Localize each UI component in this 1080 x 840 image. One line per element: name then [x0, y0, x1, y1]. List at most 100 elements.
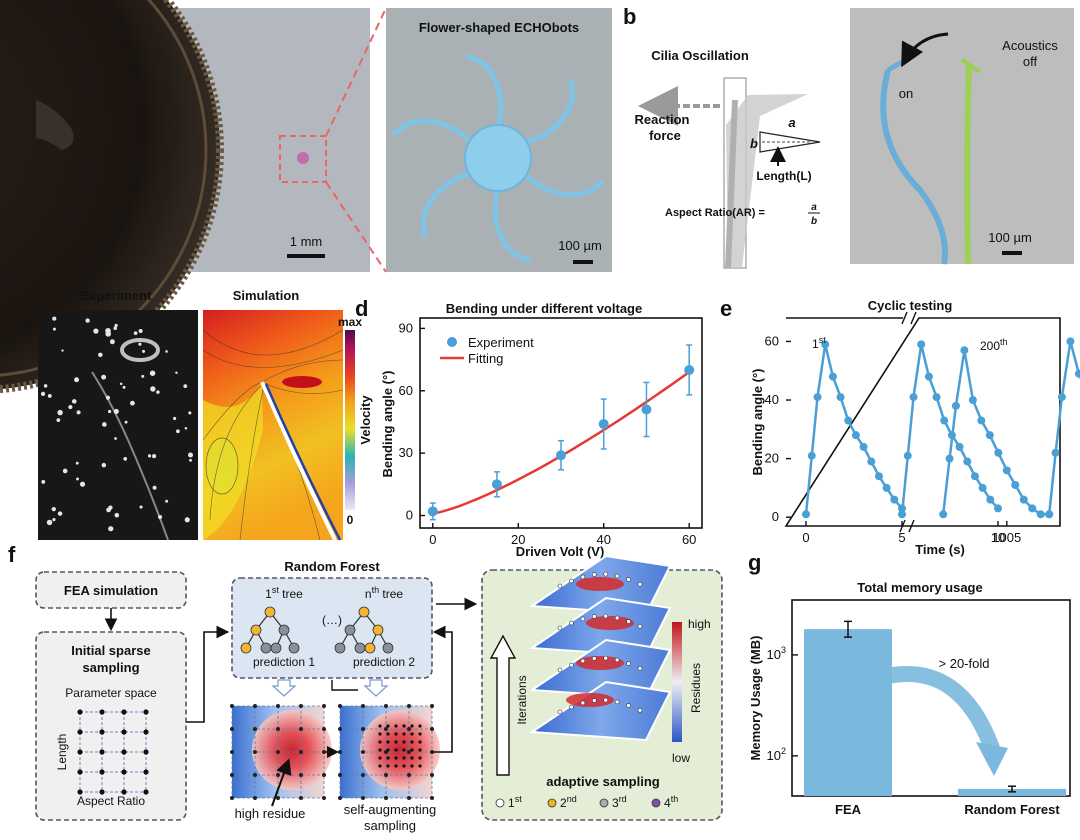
chart-d-ylabel: Bending angle (°): [380, 370, 395, 477]
particle: [184, 517, 190, 523]
sample-point: [253, 796, 257, 800]
augmented-point: [402, 732, 406, 736]
data-point: [909, 393, 918, 402]
augmented-point: [386, 732, 390, 736]
data-point: [1045, 510, 1054, 519]
residue-map-2: [338, 704, 440, 800]
sample-point: [77, 709, 83, 715]
particle: [57, 409, 63, 416]
particle: [187, 452, 194, 458]
data-point: [813, 393, 822, 402]
particle: [98, 352, 103, 358]
layer-sample: [603, 697, 609, 703]
residue-map-1: [230, 704, 332, 800]
data-point: [598, 419, 609, 430]
particle: [93, 328, 99, 334]
particle: [105, 395, 110, 400]
param-space-label: Parameter space: [65, 686, 157, 700]
sample-point: [407, 704, 411, 708]
x-tick-label: 40: [596, 532, 610, 547]
tree-node: [278, 624, 290, 636]
particle: [85, 318, 90, 323]
sample-point: [322, 727, 326, 731]
colorbar: [345, 330, 355, 510]
sample-point: [99, 709, 105, 715]
iterations-arrow: [489, 634, 517, 776]
layer-sample: [626, 661, 631, 666]
particle: [114, 512, 120, 518]
experiment-title: Experiment: [81, 288, 152, 303]
scale-label-right: 100 µm: [558, 238, 602, 253]
iterations-label: Iterations: [515, 675, 529, 724]
panel-c: Experiment Simulation max 0 Velocity: [38, 288, 373, 541]
particle: [74, 377, 80, 383]
robot-spot: [297, 152, 309, 164]
acoustics-line2: off: [1023, 54, 1038, 69]
layer-sample: [580, 700, 586, 706]
layer-sample: [637, 666, 643, 671]
panel-label-d: d: [355, 296, 368, 321]
legend-fitting-label: Fitting: [468, 351, 503, 366]
tree-node: [372, 624, 384, 636]
particle: [141, 374, 145, 378]
legend-marker: [547, 798, 557, 808]
particle: [46, 519, 53, 526]
particle: [68, 404, 73, 410]
particle: [142, 349, 146, 353]
data-point: [874, 472, 883, 481]
particle: [147, 454, 152, 458]
experiment-image: [38, 310, 198, 540]
colorbar-max: max: [338, 315, 362, 329]
particle: [138, 342, 142, 346]
rf-title: Random Forest: [284, 559, 380, 574]
panel-label-e: e: [720, 296, 732, 321]
chart-g-frame: [791, 599, 1071, 797]
legend-label: 2nd: [560, 794, 577, 810]
x-tick-label: 0: [802, 530, 809, 545]
sample-point: [361, 704, 365, 708]
particle: [51, 506, 56, 512]
cilia-on: [880, 69, 948, 265]
sample-point: [338, 750, 342, 754]
sample-point: [407, 750, 411, 754]
category-label: Random Forest: [964, 802, 1060, 817]
bar: [804, 629, 892, 796]
particle: [108, 526, 114, 532]
particle: [173, 416, 177, 421]
augmented-point: [378, 732, 382, 736]
particle: [124, 420, 128, 424]
a-label: a: [788, 115, 795, 130]
data-point: [427, 506, 438, 517]
tree-node: [270, 642, 282, 654]
data-point: [1011, 480, 1020, 489]
category-label: FEA: [835, 802, 862, 817]
chart-e-title: Cyclic testing: [868, 298, 953, 313]
x-tick-label: 60: [682, 532, 696, 547]
iteration-legend: 1st 2nd 3rd 4th: [495, 794, 678, 810]
sampling-title-1: Initial sparse: [71, 643, 150, 658]
zoom-box: [279, 135, 327, 183]
particle: [52, 316, 57, 321]
particle: [101, 374, 107, 380]
tree-node: [358, 606, 370, 618]
tree-node: [264, 606, 276, 618]
layer-sample: [603, 613, 609, 619]
particle: [61, 349, 64, 352]
chart-d-frame: [419, 317, 703, 529]
decision-trees: [240, 606, 394, 654]
augmented-point: [394, 756, 398, 760]
sample-point: [407, 727, 411, 731]
residue-high: high: [688, 617, 711, 631]
legend-marker: [495, 798, 505, 808]
particle: [101, 462, 107, 468]
data-point: [1002, 466, 1011, 475]
sample-point: [430, 773, 434, 777]
layer-sample: [591, 572, 597, 577]
y-tick-label: 40: [765, 392, 779, 407]
augmented-point: [410, 724, 414, 728]
augmented-point: [418, 740, 422, 744]
particle: [62, 468, 68, 474]
augmented-point: [378, 740, 382, 744]
augmented-point: [410, 740, 414, 744]
augmented-point: [386, 740, 390, 744]
